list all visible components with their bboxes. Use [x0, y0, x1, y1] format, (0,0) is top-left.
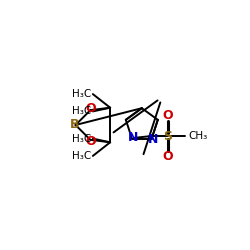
- Text: N: N: [128, 131, 138, 144]
- Text: B: B: [70, 118, 79, 132]
- Text: H₃C: H₃C: [72, 151, 92, 161]
- Text: O: O: [85, 102, 96, 116]
- Text: O: O: [162, 150, 173, 163]
- Text: H₃C: H₃C: [72, 134, 92, 143]
- Text: CH₃: CH₃: [189, 131, 208, 141]
- Text: O: O: [162, 109, 173, 122]
- Text: S: S: [163, 130, 172, 143]
- Text: H₃C: H₃C: [72, 106, 92, 117]
- Text: H₃C: H₃C: [72, 89, 92, 99]
- Text: N: N: [148, 133, 158, 146]
- Text: O: O: [85, 134, 96, 147]
